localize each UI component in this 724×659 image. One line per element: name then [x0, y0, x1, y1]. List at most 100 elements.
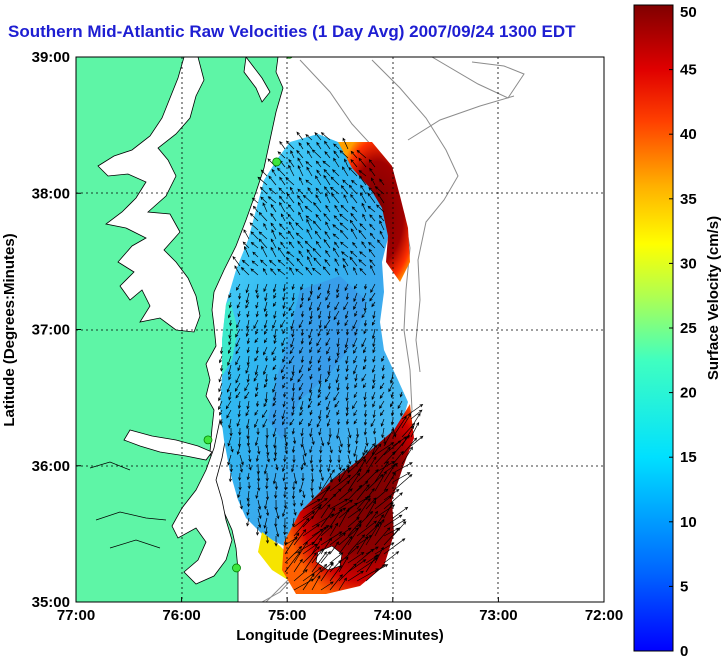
- velocity-arrow: [370, 264, 376, 276]
- velocity-arrow: [298, 364, 304, 374]
- colorbar-label: Surface Velocity (cm/s): [705, 216, 722, 380]
- y-tick-label: 35:00: [32, 594, 70, 611]
- velocity-arrow: [347, 427, 352, 439]
- velocity-arrow: [274, 517, 278, 528]
- velocity-arrow: [374, 436, 378, 449]
- velocity-arrow: [282, 292, 286, 302]
- velocity-arrow: [282, 382, 286, 389]
- velocity-arrow: [306, 228, 313, 240]
- velocity-arrow: [292, 455, 296, 464]
- velocity-arrow: [347, 552, 365, 564]
- velocity-arrow: [360, 184, 367, 195]
- velocity-arrow: [383, 489, 400, 501]
- velocity-arrow: [338, 463, 342, 471]
- velocity-arrow: [381, 427, 385, 439]
- velocity-arrow: [353, 355, 358, 364]
- x-tick-label: 77:00: [57, 607, 95, 624]
- colorbar-tick-label: 20: [680, 385, 697, 402]
- velocity-arrow: [300, 463, 304, 471]
- velocity-arrow: [246, 472, 250, 481]
- velocity-arrow: [245, 328, 250, 337]
- velocity-arrow: [359, 267, 367, 276]
- velocity-arrow: [219, 418, 223, 425]
- velocity-arrow: [291, 517, 296, 528]
- velocity-arrow: [309, 346, 313, 354]
- velocity-arrow: [291, 463, 295, 473]
- velocity-arrow: [342, 179, 349, 186]
- colorbar-tick-label: 15: [680, 449, 697, 466]
- velocity-arrow: [234, 382, 241, 392]
- velocity-arrow: [252, 205, 259, 213]
- velocity-arrow: [263, 382, 268, 388]
- velocity-arrow: [410, 409, 423, 420]
- velocity-arrow: [329, 541, 340, 555]
- velocity-arrow: [272, 283, 277, 293]
- velocity-arrow: [378, 214, 385, 222]
- velocity-arrow: [268, 175, 277, 186]
- velocity-arrow: [327, 382, 332, 390]
- velocity-arrow: [227, 364, 232, 376]
- velocity-arrow: [275, 463, 279, 471]
- velocity-arrow: [259, 186, 268, 195]
- velocity-arrow: [299, 301, 304, 309]
- velocity-arrow: [306, 141, 313, 150]
- velocity-arrow: [219, 364, 224, 372]
- velocity-arrow: [264, 292, 268, 302]
- velocity-arrow: [318, 454, 322, 464]
- velocity-arrow: [228, 472, 233, 483]
- velocity-arrow: [305, 215, 313, 222]
- velocity-arrow: [356, 469, 370, 483]
- velocity-arrow: [291, 364, 295, 376]
- velocity-arrow: [365, 563, 386, 582]
- velocity-arrow: [307, 292, 313, 302]
- velocity-arrow: [374, 527, 391, 546]
- velocity-arrow: [325, 221, 331, 231]
- velocity-arrow: [339, 229, 349, 240]
- velocity-arrow: [275, 526, 280, 538]
- velocity-arrow: [345, 409, 349, 417]
- velocity-arrow: [313, 201, 322, 213]
- velocity-arrow: [327, 436, 331, 446]
- velocity-arrow: [282, 418, 286, 426]
- velocity-arrow: [311, 488, 330, 501]
- velocity-arrow: [338, 545, 360, 564]
- velocity-arrow: [274, 481, 278, 491]
- velocity-arrow: [353, 301, 358, 310]
- velocity-arrow: [238, 481, 242, 491]
- velocity-arrow: [309, 373, 313, 380]
- x-tick-label: 73:00: [479, 607, 517, 624]
- velocity-arrow: [239, 499, 243, 510]
- velocity-arrow: [343, 264, 349, 276]
- velocity-arrow: [258, 211, 268, 222]
- station-4-marker: [232, 563, 241, 573]
- velocity-arrow: [363, 301, 367, 312]
- velocity-arrow: [392, 473, 413, 492]
- velocity-arrow: [361, 373, 367, 382]
- velocity-arrow: [297, 157, 304, 168]
- velocity-arrow: [302, 524, 320, 537]
- velocity-arrow: [372, 310, 376, 319]
- velocity-arrow: [362, 364, 367, 370]
- colorbar-gradient: [633, 4, 674, 652]
- velocity-arrow: [348, 184, 358, 195]
- velocity-arrow: [238, 292, 242, 300]
- velocity-arrow: [374, 442, 395, 456]
- velocity-arrow: [327, 355, 331, 362]
- y-axis-label: Latitude (Degrees:Minutes): [1, 233, 18, 426]
- velocity-arrow: [264, 499, 268, 510]
- velocity-arrow: [401, 413, 412, 429]
- velocity-arrow: [353, 409, 358, 417]
- velocity-arrow: [278, 195, 286, 204]
- velocity-arrow: [374, 488, 389, 501]
- velocity-arrow: [300, 283, 304, 291]
- velocity-arrow: [392, 415, 407, 438]
- velocity-arrow: [325, 292, 331, 301]
- velocity-arrow: [350, 150, 358, 159]
- velocity-arrow: [273, 310, 277, 319]
- velocity-arrow: [371, 364, 376, 374]
- map-title: Southern Mid-Atlantic Raw Velocities (1 …: [8, 22, 576, 41]
- velocity-arrow: [371, 319, 376, 326]
- velocity-arrow: [333, 150, 340, 159]
- velocity-arrow: [255, 382, 259, 392]
- map-grid: [76, 57, 604, 602]
